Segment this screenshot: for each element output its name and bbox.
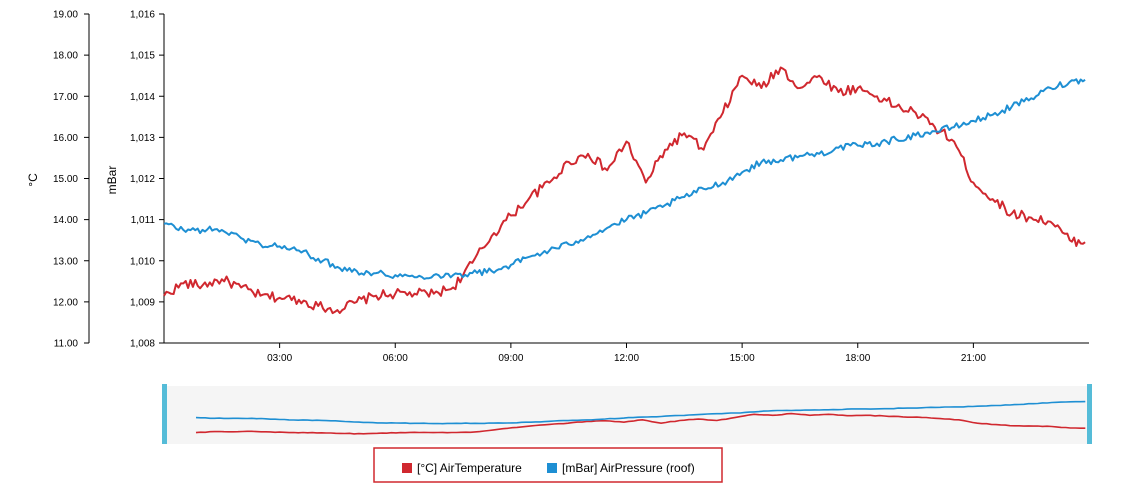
y-right-tick-label: 1,009 bbox=[130, 297, 155, 308]
navigator-pressure-line bbox=[195, 400, 1086, 425]
pressure-line bbox=[163, 78, 1086, 280]
y-right-ticks: 1,008 1,009 1,010 1,011 1,012 1,013 1,014 1,015… bbox=[130, 10, 164, 350]
x-tick-label: 09:00 bbox=[498, 353, 523, 364]
y-left-tick-label: 13.00 bbox=[53, 256, 78, 267]
y-right-tick-label: 1,016 bbox=[130, 10, 155, 21]
navigator-background bbox=[164, 386, 1089, 444]
y-left-tick-label: 16.00 bbox=[53, 133, 78, 144]
y-left-tick-label: 17.00 bbox=[53, 92, 78, 103]
y-right-axis-title: mBar bbox=[105, 166, 119, 195]
x-tick-label: 15:00 bbox=[730, 353, 755, 364]
y-right-tick-label: 1,013 bbox=[130, 133, 155, 144]
y-left-tick-label: 15.00 bbox=[53, 174, 78, 185]
navigator-right-handle[interactable] bbox=[1087, 384, 1092, 444]
y-left-tick-label: 18.00 bbox=[53, 51, 78, 62]
y-left-tick-label: 12.00 bbox=[53, 297, 78, 308]
x-tick-label: 21:00 bbox=[961, 353, 986, 364]
legend-swatch-pressure bbox=[547, 463, 557, 473]
range-navigator[interactable] bbox=[162, 384, 1092, 444]
navigator-temperature-line bbox=[195, 412, 1086, 435]
plot-area bbox=[163, 66, 1086, 315]
y-right-tick-label: 1,014 bbox=[130, 92, 155, 103]
y-left-ticks: 11.00 12.00 13.00 14.00 15.00 16.00 17.00 18.00… bbox=[53, 10, 89, 350]
x-tick-label: 12:00 bbox=[614, 353, 639, 364]
y-right-tick-label: 1,015 bbox=[130, 51, 155, 62]
y-right-tick-label: 1,011 bbox=[131, 215, 156, 226]
legend-item-pressure[interactable]: [mBar] AirPressure (roof) bbox=[547, 461, 695, 475]
y-left-axis-title: °C bbox=[26, 173, 40, 187]
y-right-tick-label: 1,012 bbox=[130, 174, 155, 185]
legend-swatch-temperature bbox=[402, 463, 412, 473]
y-right-tick-label: 1,008 bbox=[130, 339, 155, 350]
x-ticks: 03:00 06:00 09:00 12:00 15:00 18:00 21:00 bbox=[267, 343, 986, 364]
x-tick-label: 18:00 bbox=[845, 353, 870, 364]
x-tick-label: 03:00 bbox=[267, 353, 292, 364]
y-right-tick-label: 1,010 bbox=[130, 256, 155, 267]
legend-item-temperature[interactable]: [°C] AirTemperature bbox=[402, 461, 522, 475]
legend-label-pressure: [mBar] AirPressure (roof) bbox=[562, 461, 695, 475]
y-left-tick-label: 11.00 bbox=[54, 339, 79, 350]
legend: [°C] AirTemperature [mBar] AirPressure (… bbox=[373, 447, 723, 483]
navigator-lines bbox=[195, 400, 1086, 435]
temperature-line bbox=[163, 66, 1086, 315]
legend-label-temperature: [°C] AirTemperature bbox=[417, 461, 522, 475]
y-left-tick-label: 19.00 bbox=[53, 10, 78, 21]
navigator-left-handle[interactable] bbox=[162, 384, 167, 444]
x-tick-label: 06:00 bbox=[383, 353, 408, 364]
y-left-tick-label: 14.00 bbox=[53, 215, 78, 226]
